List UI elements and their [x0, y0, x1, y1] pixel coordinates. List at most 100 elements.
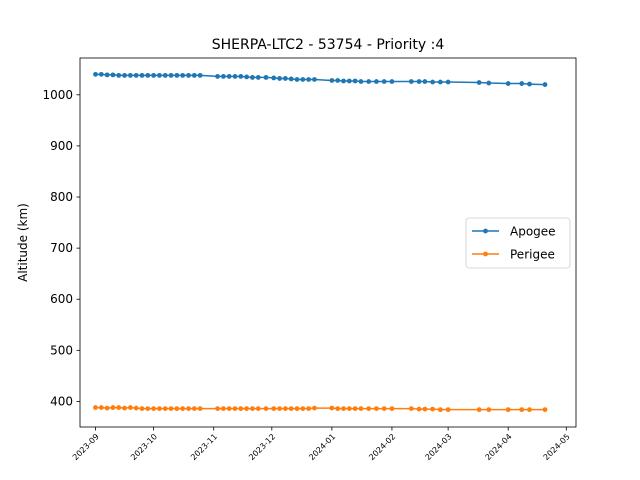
data-point-perigee	[277, 406, 282, 411]
data-point-apogee	[294, 77, 300, 82]
data-point-perigee	[312, 405, 317, 411]
data-point-apogee	[104, 72, 110, 78]
data-point-perigee	[145, 406, 151, 411]
data-point-apogee	[110, 72, 116, 78]
data-point-perigee	[197, 406, 203, 411]
data-point-apogee	[116, 72, 122, 78]
x-tick-label: 2023-10	[129, 432, 159, 462]
data-point-apogee	[98, 71, 104, 77]
data-point-perigee	[300, 406, 306, 411]
data-point-apogee	[312, 77, 317, 82]
data-point-perigee	[445, 407, 451, 413]
data-point-perigee	[238, 406, 244, 411]
y-tick-label: 800	[50, 190, 73, 204]
data-point-perigee	[381, 406, 387, 411]
data-point-apogee	[374, 79, 379, 84]
data-point-apogee	[346, 78, 352, 84]
legend-marker-perigee	[483, 251, 488, 257]
data-point-apogee	[306, 77, 312, 82]
data-point-perigee	[306, 406, 312, 411]
data-point-perigee	[186, 406, 191, 411]
x-tick-label: 2024-05	[542, 432, 572, 462]
data-point-apogee	[255, 75, 261, 80]
x-tick-label: 2024-04	[484, 432, 514, 462]
data-point-apogee	[220, 74, 226, 79]
data-point-apogee	[300, 77, 306, 82]
y-tick-label: 500	[50, 343, 73, 357]
data-point-apogee	[366, 79, 372, 84]
data-point-apogee	[145, 72, 151, 78]
plot-frame	[79, 57, 577, 428]
data-point-apogee	[162, 72, 168, 78]
y-axis-label: Altitude (km)	[16, 203, 30, 282]
chart-title: SHERPA-LTC2 - 53754 - Priority :4	[212, 37, 445, 53]
data-point-apogee	[437, 79, 443, 85]
data-point-perigee	[263, 406, 269, 411]
x-tick-label: 2024-02	[367, 432, 397, 462]
data-point-perigee	[93, 405, 98, 410]
data-point-apogee	[352, 78, 358, 84]
data-point-apogee	[527, 81, 532, 87]
data-point-apogee	[519, 81, 525, 86]
data-point-apogee	[133, 72, 139, 78]
data-point-apogee	[151, 72, 157, 78]
data-point-apogee	[244, 74, 250, 80]
data-point-apogee	[139, 72, 145, 78]
data-point-apogee	[329, 78, 335, 83]
data-point-perigee	[486, 407, 492, 413]
data-point-perigee	[519, 407, 525, 413]
data-point-perigee	[255, 406, 261, 411]
data-point-apogee	[542, 82, 548, 87]
data-point-perigee	[226, 406, 232, 411]
data-point-perigee	[191, 406, 197, 411]
data-point-apogee	[408, 79, 414, 84]
data-point-perigee	[416, 406, 422, 412]
data-point-perigee	[232, 406, 238, 411]
data-point-apogee	[215, 74, 220, 79]
data-point-perigee	[215, 406, 220, 411]
data-point-perigee	[139, 406, 145, 411]
data-point-perigee	[389, 406, 395, 411]
data-point-perigee	[151, 406, 157, 411]
data-point-apogee	[127, 72, 133, 78]
data-point-apogee	[263, 75, 269, 80]
series-perigee	[93, 405, 548, 413]
x-tick-label: 2024-01	[307, 432, 337, 462]
x-tick-label: 2023-12	[247, 432, 277, 462]
data-point-apogee	[288, 76, 294, 82]
data-point-perigee	[294, 406, 300, 411]
x-tick-label: 2023-11	[189, 432, 219, 462]
data-point-perigee	[476, 407, 482, 413]
data-point-perigee	[542, 407, 548, 413]
data-point-perigee	[366, 406, 372, 411]
series-line-apogee	[95, 73, 546, 86]
data-point-perigee	[271, 406, 277, 411]
data-point-apogee	[505, 81, 511, 86]
data-point-apogee	[389, 79, 395, 84]
data-point-perigee	[341, 406, 346, 411]
data-point-perigee	[408, 406, 414, 411]
data-point-perigee	[133, 405, 139, 411]
data-point-perigee	[346, 406, 352, 411]
legend-label-perigee: Perigee	[510, 248, 555, 262]
y-tick-label: 1000	[42, 88, 73, 102]
y-tick-label: 900	[50, 139, 73, 153]
data-point-perigee	[430, 406, 436, 412]
series-layer	[93, 71, 548, 413]
data-point-apogee	[486, 80, 492, 86]
data-point-apogee	[122, 72, 127, 78]
data-point-apogee	[250, 75, 255, 80]
data-point-apogee	[197, 72, 203, 78]
data-point-perigee	[162, 406, 168, 411]
data-point-perigee	[527, 407, 532, 413]
data-point-perigee	[335, 406, 341, 411]
y-tick-label: 400	[50, 394, 73, 408]
data-point-perigee	[174, 406, 180, 411]
data-point-perigee	[422, 406, 428, 412]
data-point-apogee	[191, 72, 197, 78]
legend-marker-apogee	[483, 228, 488, 234]
data-point-apogee	[168, 72, 174, 78]
data-point-apogee	[226, 74, 232, 79]
